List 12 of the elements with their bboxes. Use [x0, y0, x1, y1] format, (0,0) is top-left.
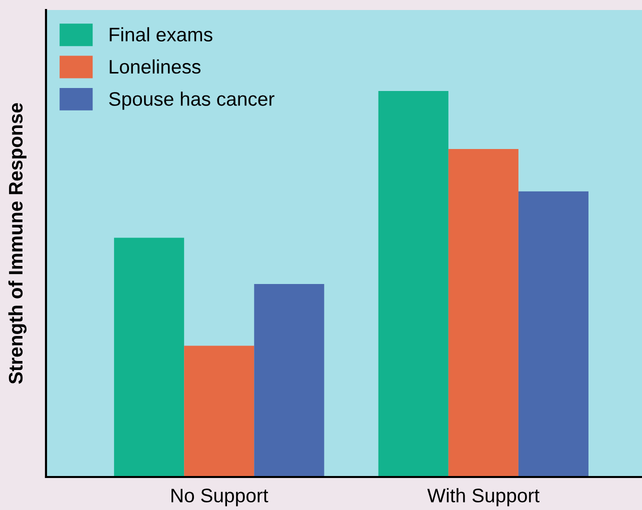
legend-label: Spouse has cancer: [109, 92, 274, 110]
x-tick-label: With Support: [427, 488, 540, 506]
bar: [448, 148, 518, 477]
bar: [254, 284, 324, 477]
y-axis-title: Strength of Immune Response: [8, 103, 27, 384]
bar: [114, 238, 184, 477]
bar: [184, 346, 254, 477]
legend-label: Loneliness: [110, 59, 200, 74]
legend-label: Final exams: [110, 27, 212, 42]
bar: [518, 191, 588, 477]
bar: [378, 91, 448, 477]
x-tick-label: No Support: [172, 488, 268, 506]
